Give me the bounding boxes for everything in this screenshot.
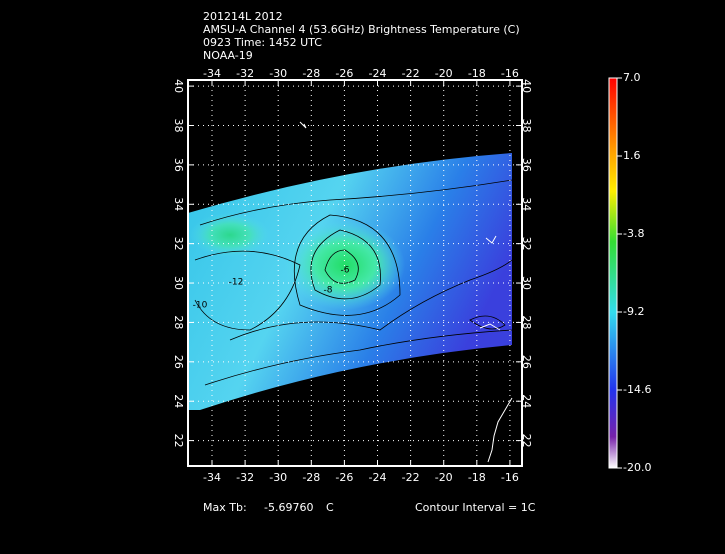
warm-patch xyxy=(190,213,270,257)
y-tick-label: 24 xyxy=(172,394,185,408)
x-tick-label: -22 xyxy=(402,67,420,80)
map-frame xyxy=(187,79,523,467)
y-tick-label: 26 xyxy=(172,355,185,369)
y-tick-label: 32 xyxy=(520,237,533,251)
grid xyxy=(188,80,522,466)
y-tick-label: 24 xyxy=(520,394,533,408)
y-tick-label: 26 xyxy=(520,355,533,369)
y-tick-label: 28 xyxy=(172,315,185,329)
coastlines xyxy=(299,121,513,463)
x-tick-label: -30 xyxy=(269,471,287,484)
x-tick-label: -34 xyxy=(203,471,221,484)
x-tick-label: -18 xyxy=(468,471,486,484)
y-tick-label: 34 xyxy=(520,197,533,211)
colorbar-label: 1.6 xyxy=(623,149,641,162)
x-tick-label: -16 xyxy=(501,471,519,484)
warm-core xyxy=(285,220,405,310)
x-tick-label: -32 xyxy=(236,67,254,80)
max-value: -5.69760 xyxy=(264,501,313,514)
colorbar-label: -9.2 xyxy=(623,305,644,318)
x-tick-label: -26 xyxy=(335,471,353,484)
x-tick-label: -28 xyxy=(302,471,320,484)
y-tick-label: 36 xyxy=(520,158,533,172)
y-tick-label: 30 xyxy=(172,276,185,290)
x-tick-label: -24 xyxy=(369,67,387,80)
header-line: 0923 Time: 1452 UTC xyxy=(203,36,322,49)
contour-label: -12 xyxy=(229,278,244,288)
contour-interval: Contour Interval = 1C xyxy=(415,501,536,514)
max-label: Max Tb: xyxy=(203,501,247,514)
x-tick-label: -32 xyxy=(236,471,254,484)
colorbar xyxy=(608,77,618,469)
y-tick-label: 40 xyxy=(520,79,533,93)
contours xyxy=(194,179,513,386)
contour-label: -8 xyxy=(324,286,333,296)
x-tick-label: -30 xyxy=(269,67,287,80)
colorbar-label: -14.6 xyxy=(623,383,651,396)
x-tick-label: -20 xyxy=(435,471,453,484)
colorbar-label: -3.8 xyxy=(623,227,644,240)
contour-label: -6 xyxy=(341,266,350,276)
contour-label: -10 xyxy=(193,301,208,311)
x-tick-label: -20 xyxy=(435,67,453,80)
x-tick-label: -18 xyxy=(468,67,486,80)
max-unit: C xyxy=(326,501,334,514)
y-tick-label: 28 xyxy=(520,315,533,329)
header-line: 201214L 2012 xyxy=(203,10,283,23)
axes: -34 -34 -32 -32 -30 -30 -28 -28 -26 -26 -24 -24 -22 -… xyxy=(172,67,533,484)
y-tick-label: 36 xyxy=(172,158,185,172)
y-tick-label: 38 xyxy=(520,118,533,132)
y-tick-label: 40 xyxy=(172,79,185,93)
header-line: AMSU-A Channel 4 (53.6GHz) Brightness Te… xyxy=(203,23,520,36)
x-tick-label: -22 xyxy=(402,471,420,484)
x-tick-label: -34 xyxy=(203,67,221,80)
colorbar-label: -20.0 xyxy=(623,461,651,474)
y-tick-label: 32 xyxy=(172,237,185,251)
x-tick-label: -24 xyxy=(369,471,387,484)
colorbar-ticks: 7.0 1.6 -3.8 -9.2 -14.6 -20.0 xyxy=(617,71,651,474)
y-tick-label: 38 xyxy=(172,118,185,132)
y-tick-label: 30 xyxy=(520,276,533,290)
y-tick-label: 22 xyxy=(172,434,185,448)
x-tick-label: -16 xyxy=(501,67,519,80)
y-tick-label: 22 xyxy=(520,434,533,448)
colorbar-label: 7.0 xyxy=(623,71,641,84)
y-tick-label: 34 xyxy=(172,197,185,211)
x-tick-label: -28 xyxy=(302,67,320,80)
x-tick-label: -26 xyxy=(335,67,353,80)
header-line: NOAA-19 xyxy=(203,49,253,62)
